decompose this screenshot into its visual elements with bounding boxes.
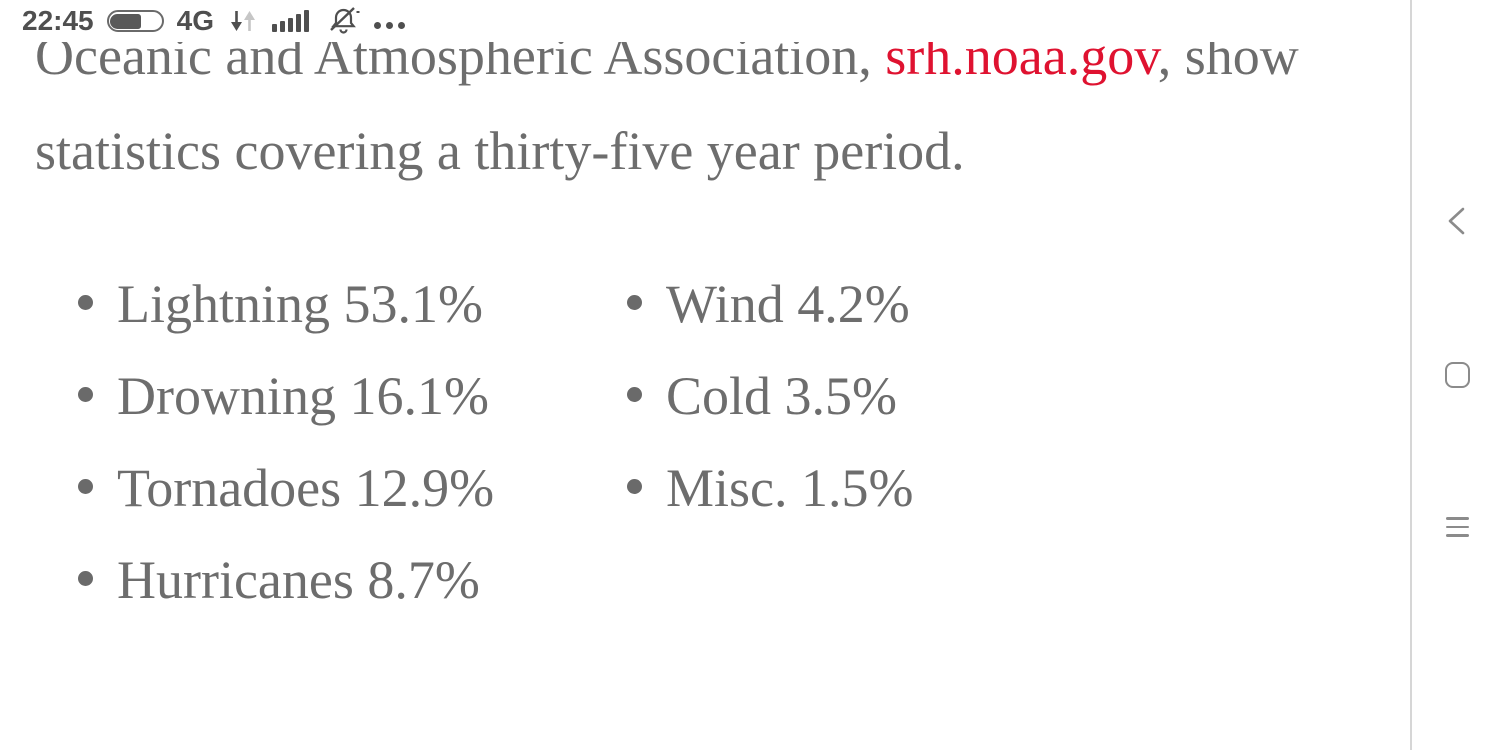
signal-strength-icon xyxy=(271,10,309,32)
list-item-label: Misc. 1.5% xyxy=(666,458,914,518)
stat-list-column2: Wind 4.2% Cold 3.5% Misc. 1.5% xyxy=(627,258,913,534)
battery-fill xyxy=(110,13,141,29)
bullet-icon xyxy=(78,478,93,494)
back-chevron-icon xyxy=(1448,207,1465,235)
more-dots-icon xyxy=(373,21,405,29)
bullet-icon xyxy=(78,386,93,402)
list-item-label: Tornadoes 12.9% xyxy=(117,458,495,518)
list-item-label: Hurricanes 8.7% xyxy=(117,550,480,610)
article-area: Oceanic and Atmospheric Association, srh… xyxy=(35,26,1299,626)
home-square-icon xyxy=(1444,362,1470,388)
list-item: Cold 3.5% xyxy=(627,350,913,442)
list-item: Drowning 16.1% xyxy=(78,350,494,442)
bullet-icon xyxy=(78,294,93,310)
navigation-rail xyxy=(1410,0,1500,750)
bullet-icon xyxy=(78,570,93,586)
bullet-icon xyxy=(627,386,642,402)
list-item: Lightning 53.1% xyxy=(78,258,494,350)
clock-time: 22:45 xyxy=(22,5,94,36)
network-type-label: 4G xyxy=(176,5,214,36)
paragraph-line2: statistics covering a thirty-five year p… xyxy=(35,121,965,181)
status-bar: 22:45 4G xyxy=(0,0,1412,42)
data-up-down-arrows-icon xyxy=(230,11,255,31)
back-button[interactable] xyxy=(1412,206,1500,236)
battery-icon xyxy=(106,10,164,32)
mute-bell-icon xyxy=(330,7,360,34)
recents-menu-icon xyxy=(1445,517,1469,537)
list-item: Hurricanes 8.7% xyxy=(78,534,494,626)
stat-list-column1: Lightning 53.1% Drowning 16.1% Tornadoes… xyxy=(78,258,494,626)
bullet-icon xyxy=(627,478,642,494)
list-item-label: Wind 4.2% xyxy=(666,274,910,334)
list-item-label: Lightning 53.1% xyxy=(117,274,483,334)
bullet-icon xyxy=(627,294,642,310)
list-item-label: Drowning 16.1% xyxy=(117,366,489,426)
paragraph: Oceanic and Atmospheric Association, srh… xyxy=(35,9,1415,199)
list-item: Wind 4.2% xyxy=(627,258,913,350)
list-item-label: Cold 3.5% xyxy=(666,366,898,426)
home-button[interactable] xyxy=(1412,362,1500,388)
list-item: Misc. 1.5% xyxy=(627,442,913,534)
recents-button[interactable] xyxy=(1412,517,1500,537)
list-item: Tornadoes 12.9% xyxy=(78,442,494,534)
